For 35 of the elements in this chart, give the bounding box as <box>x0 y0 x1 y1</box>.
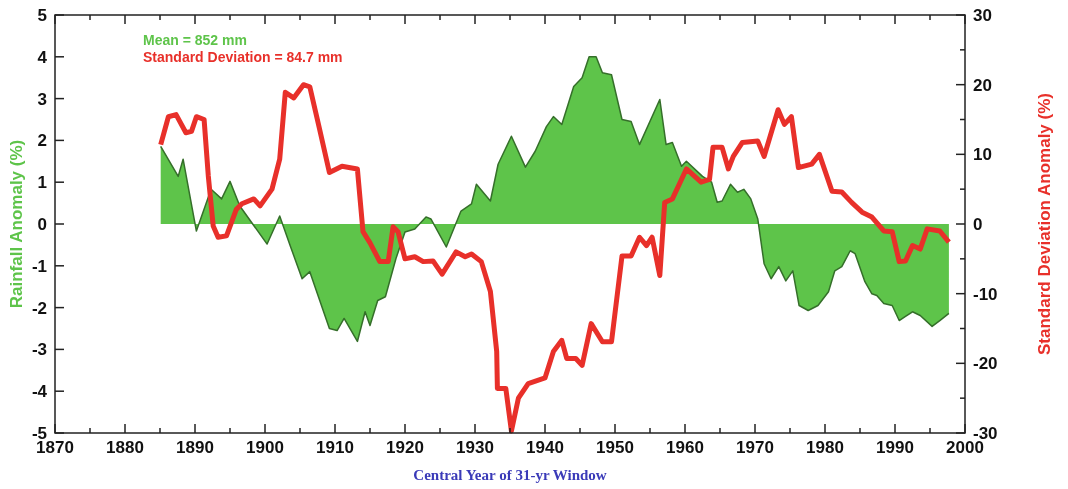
y-tick-label: 5 <box>37 5 47 25</box>
y-tick-label: 4 <box>37 47 48 67</box>
annotation: Standard Deviation = 84.7 mm <box>143 49 343 65</box>
x-tick-label: 1870 <box>36 438 74 457</box>
y-tick-label: 2 <box>37 131 47 151</box>
annotation: Mean = 852 mm <box>143 32 247 48</box>
x-tick-label: 1920 <box>386 438 424 457</box>
y2-axis-title: Standard Deviation Anomaly (%) <box>1035 93 1054 355</box>
x-tick-label: 1970 <box>736 438 774 457</box>
y-tick-label: -3 <box>31 340 47 360</box>
y-tick-label: -1 <box>31 256 47 276</box>
x-tick-label: 1950 <box>596 438 634 457</box>
y-tick-label: 3 <box>37 89 47 109</box>
y-tick-label: -2 <box>31 298 47 318</box>
y-tick-label: 0 <box>37 214 47 234</box>
y-axis-title: Rainfall Anomaly (%) <box>7 139 26 309</box>
y2-tick-label: -20 <box>973 354 998 374</box>
x-tick-label: 1900 <box>246 438 284 457</box>
y2-tick-label: 30 <box>973 5 992 25</box>
y2-tick-label: 0 <box>973 214 983 234</box>
y-tick-label: 1 <box>37 173 47 193</box>
x-tick-label: 1940 <box>526 438 564 457</box>
x-tick-label: 1880 <box>106 438 144 457</box>
x-tick-label: 1910 <box>316 438 354 457</box>
x-axis-title: Central Year of 31-yr Window <box>413 467 607 483</box>
x-tick-label: 1980 <box>806 438 844 457</box>
x-tick-label: 1960 <box>666 438 704 457</box>
y2-tick-label: 10 <box>973 145 992 165</box>
y2-tick-label: -10 <box>973 284 998 304</box>
y-tick-label: -4 <box>31 382 48 402</box>
y2-tick-label: 20 <box>973 75 992 95</box>
x-tick-label: 1990 <box>876 438 914 457</box>
x-tick-label: 2000 <box>946 438 984 457</box>
x-tick-label: 1930 <box>456 438 494 457</box>
x-tick-label: 1890 <box>176 438 214 457</box>
